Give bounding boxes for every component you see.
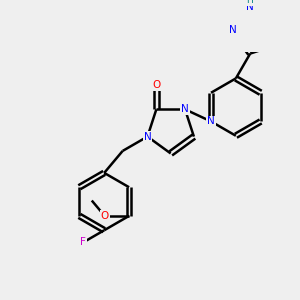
Text: N: N — [246, 2, 254, 12]
Text: O: O — [100, 211, 109, 221]
Text: O: O — [152, 80, 160, 90]
Text: N: N — [230, 26, 237, 35]
Text: N: N — [144, 132, 152, 142]
Text: N: N — [181, 104, 189, 114]
Text: H: H — [246, 0, 253, 5]
Text: F: F — [80, 237, 86, 248]
Text: N: N — [207, 116, 215, 126]
